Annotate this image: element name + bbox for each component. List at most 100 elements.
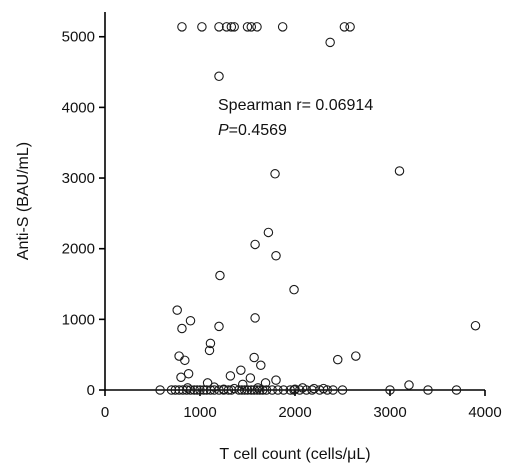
data-point	[236, 365, 246, 375]
data-point	[185, 316, 196, 326]
data-point	[223, 385, 234, 395]
data-point	[307, 385, 317, 395]
data-point	[205, 338, 216, 349]
data-point	[423, 385, 433, 395]
x-tick-label: 4000	[468, 404, 501, 421]
y-axis-title: Anti-S (BAU/mL)	[15, 142, 32, 260]
data-point	[290, 384, 300, 395]
data-point	[261, 385, 272, 395]
data-point	[177, 22, 187, 32]
data-point	[239, 385, 250, 395]
data-point	[180, 355, 190, 366]
y-tick-label: 0	[87, 382, 95, 399]
data-point	[252, 22, 262, 32]
y-tick-label: 5000	[62, 29, 95, 46]
data-point	[209, 382, 220, 392]
data-point	[214, 71, 224, 82]
data-point	[178, 385, 188, 395]
data-point	[271, 375, 281, 385]
y-tick-label: 4000	[62, 99, 95, 116]
data-point	[277, 22, 288, 32]
annotation-p-number: =0.4569	[229, 122, 287, 139]
data-point	[242, 22, 253, 32]
data-point	[189, 385, 200, 395]
data-point	[182, 383, 193, 393]
data-point	[339, 22, 350, 32]
data-point	[470, 320, 481, 331]
data-point	[250, 239, 260, 250]
data-point	[267, 385, 277, 395]
data-point	[351, 351, 361, 361]
data-point	[250, 313, 260, 323]
data-point	[285, 385, 295, 395]
data-point	[328, 385, 338, 395]
data-point	[337, 385, 348, 395]
data-point	[294, 385, 305, 395]
data-point	[226, 22, 237, 32]
data-point	[451, 385, 462, 395]
data-point	[214, 385, 224, 395]
axes	[104, 12, 485, 391]
x-tick-label: 0	[101, 404, 109, 421]
data-point	[249, 352, 259, 363]
data-point	[242, 385, 253, 395]
data-point	[332, 354, 343, 365]
data-point	[289, 284, 299, 295]
data-point	[229, 383, 239, 394]
data-point	[270, 169, 280, 179]
data-point	[289, 385, 299, 395]
annotation-p-symbol: P	[218, 122, 229, 139]
data-point	[271, 251, 281, 261]
data-point	[166, 385, 177, 395]
y-tick-label: 1000	[62, 311, 95, 328]
data-point	[246, 22, 257, 32]
annotation-p-value: P=0.4569	[218, 122, 287, 139]
data-point	[257, 385, 268, 395]
data-point	[174, 385, 184, 395]
data-point	[219, 384, 229, 395]
data-point	[172, 305, 182, 315]
annotation-spearman: Spearman r= 0.06914	[218, 97, 373, 114]
data-point	[197, 22, 207, 32]
x-tick-label: 1000	[183, 404, 216, 421]
data-point	[225, 371, 236, 381]
data-point	[214, 22, 224, 32]
data-point	[177, 323, 187, 334]
data-point	[170, 385, 181, 395]
data-point	[199, 385, 209, 395]
data-point	[314, 385, 325, 395]
data-point	[229, 22, 239, 32]
data-point	[345, 22, 355, 32]
data-point	[253, 383, 263, 393]
y-tick-label: 3000	[62, 170, 95, 187]
data-point	[255, 385, 265, 395]
data-point	[155, 385, 165, 395]
data-point	[174, 351, 184, 361]
data-point	[195, 385, 205, 395]
data-point	[204, 345, 215, 356]
data-point	[278, 385, 289, 395]
data-point	[192, 385, 202, 395]
x-tick-label: 2000	[278, 404, 311, 421]
data-point	[385, 385, 395, 395]
data-point	[404, 380, 414, 390]
data-point	[237, 385, 247, 395]
data-point	[256, 360, 266, 371]
y-ticks: 0 1000 2000 3000 4000 5000	[62, 29, 105, 399]
data-point	[263, 227, 274, 238]
data-point	[183, 368, 194, 379]
data-point	[221, 22, 232, 32]
x-axis-title: T cell count (cells/μL)	[219, 446, 370, 463]
x-tick-label: 3000	[373, 404, 406, 421]
data-points	[155, 22, 481, 395]
data-point	[209, 385, 220, 395]
data-point	[322, 385, 333, 395]
data-point	[325, 37, 335, 48]
data-point	[176, 372, 186, 383]
data-point	[215, 270, 225, 281]
data-point	[214, 321, 224, 332]
data-point	[273, 385, 283, 395]
data-point	[309, 383, 319, 394]
y-tick-label: 2000	[62, 241, 95, 258]
